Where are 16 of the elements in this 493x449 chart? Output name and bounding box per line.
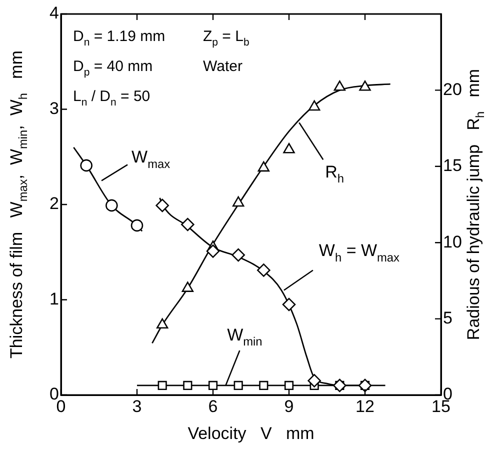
y2-tick-label: 15	[443, 156, 462, 176]
y2-axis-title: Radious of hydraulic jump Rh mm	[464, 68, 488, 340]
x-tick-label: 9	[284, 396, 294, 416]
x-tick-label: 6	[208, 396, 218, 416]
y2-tick-label: 5	[443, 308, 452, 328]
x-axis-title: Velocity V mm	[188, 424, 314, 443]
y-axis-title: Thickness of film Wmax, Wmin, Wh mm	[7, 50, 30, 358]
x-tick-label: 12	[356, 396, 374, 416]
annotation: Water	[203, 58, 242, 75]
y-tick-label: 2	[50, 194, 59, 214]
y-tick-label: 4	[50, 4, 59, 23]
y-tick-label: 1	[50, 289, 59, 308]
x-tick-label: 3	[132, 396, 142, 416]
y-tick-label: 3	[50, 98, 59, 118]
y2-tick-label: 20	[443, 80, 462, 99]
y2-tick-label: 10	[443, 232, 462, 252]
